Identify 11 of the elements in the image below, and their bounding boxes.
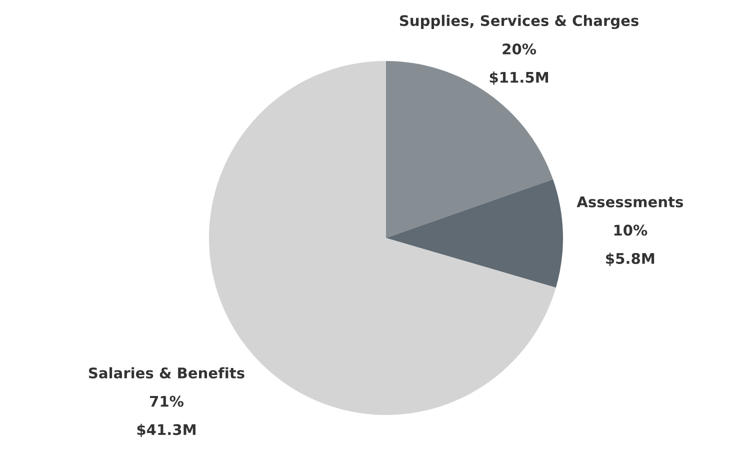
data-label: $41.3M xyxy=(137,424,196,438)
text: 10% xyxy=(614,224,648,236)
data-label: $5.8M xyxy=(606,252,654,266)
slice-label: Supplies, Services & Charges xyxy=(400,14,638,30)
data-label: $11.5M xyxy=(490,72,548,85)
pie-slice xyxy=(386,179,563,288)
slice-label: Salaries & Benefits xyxy=(88,367,244,378)
slice-label: Assessments xyxy=(576,196,683,208)
text: 71% xyxy=(150,396,184,407)
text: 20% xyxy=(502,43,536,54)
pie-slice xyxy=(386,61,553,238)
